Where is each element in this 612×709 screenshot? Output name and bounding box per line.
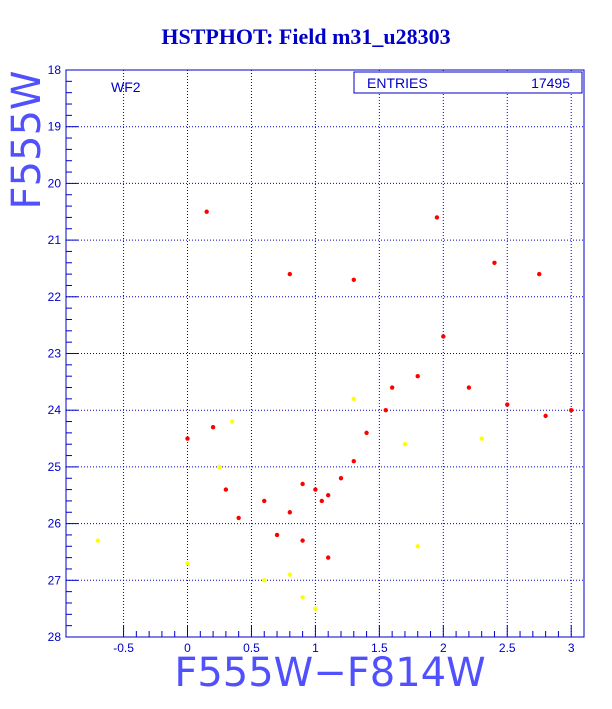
y-tick-label: 23 bbox=[48, 347, 62, 361]
data-point bbox=[543, 413, 548, 419]
data-point bbox=[185, 561, 190, 566]
data-point bbox=[569, 408, 574, 413]
y-tick-label: 28 bbox=[48, 630, 62, 644]
data-point bbox=[351, 277, 356, 282]
data-point bbox=[300, 595, 305, 600]
data-point bbox=[434, 215, 440, 220]
data-point bbox=[537, 271, 542, 277]
data-point bbox=[325, 555, 331, 560]
data-point bbox=[274, 532, 280, 538]
data-point bbox=[287, 510, 293, 515]
data-point bbox=[351, 459, 356, 464]
chart-title: HSTPHOT: Field m31_u28303 bbox=[161, 24, 451, 49]
y-tick-label: 24 bbox=[48, 403, 62, 417]
y-tick-label: 22 bbox=[48, 290, 62, 304]
x-tick-label: 3 bbox=[568, 641, 575, 655]
axis-ticks: -0.5 0 0.5 1 1.5 2 2.5 3 18 19 20 21 22 23 24 25 26 27 28 bbox=[48, 63, 575, 655]
data-point bbox=[313, 606, 318, 611]
y-tick-label: 19 bbox=[48, 120, 62, 134]
data-point bbox=[319, 498, 325, 504]
data-point bbox=[204, 209, 209, 214]
x-tick-label: 2 bbox=[440, 641, 447, 655]
x-tick-label: -0.5 bbox=[113, 641, 134, 655]
y-tick-label: 20 bbox=[48, 176, 62, 190]
data-point bbox=[95, 538, 101, 543]
grid-lines bbox=[66, 69, 584, 638]
data-point bbox=[402, 442, 408, 447]
data-point bbox=[492, 260, 497, 265]
data-point bbox=[217, 464, 222, 470]
y-tick-label: 18 bbox=[48, 63, 62, 77]
data-point bbox=[262, 498, 267, 504]
data-point bbox=[383, 408, 388, 413]
panel-label: WF2 bbox=[111, 79, 141, 95]
data-point bbox=[505, 402, 510, 407]
data-point bbox=[287, 271, 293, 277]
data-point bbox=[300, 481, 305, 487]
x-tick-label: 1.5 bbox=[371, 641, 388, 655]
data-point bbox=[223, 487, 229, 492]
data-point bbox=[262, 578, 267, 583]
data-point bbox=[415, 373, 420, 379]
y-tick-label: 26 bbox=[48, 517, 62, 531]
x-tick-label: 0 bbox=[184, 641, 191, 655]
data-point bbox=[441, 334, 446, 339]
data-points bbox=[95, 209, 574, 611]
data-point bbox=[313, 487, 318, 492]
data-point bbox=[325, 493, 331, 498]
data-point bbox=[230, 419, 235, 424]
data-point bbox=[236, 515, 241, 521]
data-point bbox=[415, 544, 420, 549]
stats-value: 17495 bbox=[531, 75, 570, 91]
data-point bbox=[185, 436, 190, 441]
data-point bbox=[479, 436, 484, 441]
data-point bbox=[210, 425, 216, 430]
x-axis-label: F555W−F814W bbox=[174, 650, 486, 696]
data-point bbox=[364, 430, 369, 436]
y-tick-label: 21 bbox=[48, 233, 62, 247]
x-tick-label: 0.5 bbox=[243, 641, 260, 655]
data-point bbox=[287, 572, 293, 577]
data-point bbox=[466, 385, 472, 390]
data-point bbox=[338, 476, 344, 481]
x-tick-label: 1 bbox=[312, 641, 319, 655]
data-point bbox=[351, 396, 356, 402]
stats-box bbox=[353, 71, 583, 94]
x-tick-label: 2.5 bbox=[499, 641, 516, 655]
y-tick-label: 27 bbox=[48, 573, 62, 587]
stats-label: ENTRIES bbox=[367, 75, 428, 91]
y-tick-label: 25 bbox=[48, 460, 62, 474]
data-point bbox=[389, 385, 395, 390]
data-point bbox=[300, 538, 305, 543]
